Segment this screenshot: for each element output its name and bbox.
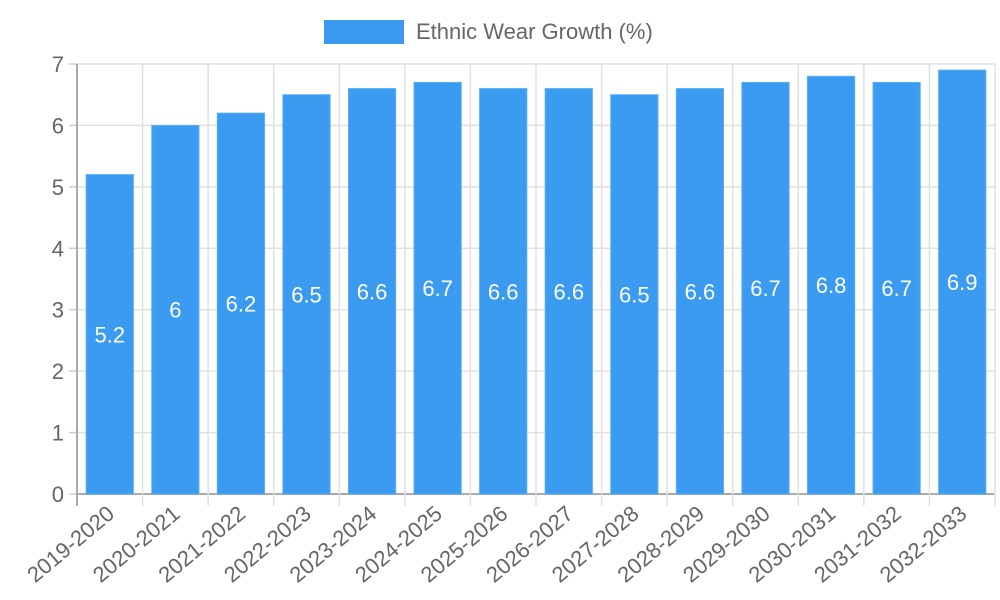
bar[interactable]	[216, 112, 266, 495]
bar-value-label: 6.5	[619, 282, 650, 307]
bar-value-label: 6.6	[685, 279, 716, 304]
bar[interactable]	[479, 88, 528, 495]
bar[interactable]	[151, 124, 200, 495]
bar-value-label: 6.7	[422, 276, 453, 301]
bar-value-label: 6.2	[226, 292, 257, 317]
y-tick-label: 0	[52, 482, 64, 507]
bar-value-label: 6.7	[750, 276, 781, 301]
y-tick-label: 3	[52, 298, 64, 323]
bar-value-label: 6.6	[553, 279, 584, 304]
bar-value-label: 6.9	[947, 270, 978, 295]
bar-value-label: 5.2	[94, 322, 125, 347]
bar[interactable]	[85, 174, 134, 495]
bar-value-label: 6.5	[291, 282, 322, 307]
bar-value-label: 6.7	[881, 276, 912, 301]
bar[interactable]	[741, 81, 790, 495]
grid-lines	[69, 63, 996, 506]
y-tick-label: 5	[52, 175, 64, 200]
bar-value-label: 6.6	[488, 279, 519, 304]
bars: 5.2 6 6.2 6.5 6.6 6.7 6.6 6.6 6.5 6.6 6.7 6.8 6.7 6.9	[85, 69, 987, 495]
bar[interactable]	[938, 69, 987, 495]
bar[interactable]	[347, 88, 397, 495]
y-tick-label: 2	[52, 359, 64, 384]
bar[interactable]	[806, 75, 856, 495]
y-tick-label: 4	[52, 236, 64, 261]
bar-value-label: 6	[169, 298, 181, 323]
bar[interactable]	[544, 88, 593, 495]
y-tick-label: 7	[52, 52, 64, 77]
bar[interactable]	[610, 94, 659, 495]
y-tick-label: 1	[52, 421, 64, 446]
legend[interactable]: Ethnic Wear Growth (%)	[324, 19, 653, 45]
bar[interactable]	[675, 88, 725, 495]
bar[interactable]	[872, 81, 921, 495]
bar-value-label: 6.8	[816, 273, 847, 298]
bar[interactable]	[413, 81, 462, 495]
y-tick-label: 6	[52, 113, 64, 138]
legend-label: Ethnic Wear Growth (%)	[416, 19, 653, 44]
bar[interactable]	[282, 94, 331, 495]
bar-value-label: 6.6	[357, 279, 388, 304]
legend-swatch	[324, 20, 404, 44]
